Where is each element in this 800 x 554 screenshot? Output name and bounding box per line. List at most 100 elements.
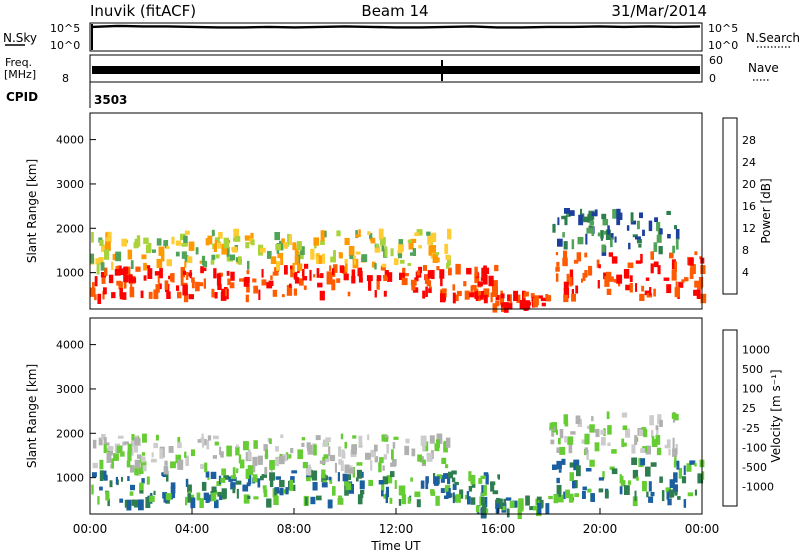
heatmap-cell [232,467,236,478]
heatmap-cell [598,488,604,493]
heatmap-cell [422,290,426,299]
heatmap-cell [337,472,340,482]
heatmap-cell [149,495,155,503]
heatmap-cell [676,460,680,470]
heatmap-cell [310,248,315,260]
heatmap-cell [235,446,240,456]
heatmap-cell [650,263,654,274]
heatmap-cell [635,283,638,292]
xtick-label: 08:00 [277,522,312,536]
heatmap-cell [393,436,399,440]
heatmap-cell [228,476,233,482]
heatmap-cell [123,266,129,275]
colorbar-tick-label: 16 [742,200,756,213]
heatmap-cell [555,429,558,435]
heatmap-cell [477,281,483,287]
heatmap-cell [288,454,292,459]
heatmap-cell [226,256,230,262]
heatmap-cell [639,212,643,219]
heatmap-cell [426,452,433,462]
heatmap-cell [654,217,658,222]
heatmap-cell [382,476,388,485]
heatmap-cell [601,213,607,220]
heatmap-cell [230,271,235,281]
heatmap-cell [269,478,274,488]
heatmap-cell [184,451,187,458]
heatmap-cell [561,215,566,220]
heatmap-cell [232,487,236,494]
heatmap-cell [351,444,357,455]
heatmap-cell [526,300,531,309]
heatmap-cell [121,238,127,247]
heatmap-cell [298,278,304,286]
heatmap-cell [435,252,440,256]
heatmap-cell [146,476,150,485]
heatmap-cell [355,234,359,238]
heatmap-cell [368,279,372,291]
heatmap-cell [277,252,284,259]
heatmap-cell [385,492,388,504]
heatmap-cell [503,498,506,505]
colorbar-tick-label: 20 [742,178,756,191]
heatmap-cell [219,495,223,501]
heatmap-cell [658,246,663,255]
heatmap-cell [197,439,201,443]
heatmap-cell [589,220,595,226]
heatmap-cell [341,452,346,459]
heatmap-cell [123,441,129,445]
heatmap-cell [200,464,206,469]
heatmap-cell [451,470,457,475]
heatmap-cell [416,270,420,276]
heatmap-cell [455,494,461,503]
heatmap-cell [367,231,371,235]
heatmap-cell [115,476,118,485]
heatmap-cell [246,270,250,275]
heatmap-cell [573,480,578,489]
heatmap-cell [425,478,429,490]
heatmap-cell [187,484,192,493]
heatmap-cell [500,293,505,299]
heatmap-cell [475,295,479,300]
heatmap-cell [495,300,500,307]
heatmap-cell [597,232,602,237]
freq-ytick: 8 [62,72,69,85]
heatmap-cell [648,220,653,232]
xtick-label: 20:00 [583,522,618,536]
heatmap-cell [120,451,125,457]
heatmap-cell [98,437,103,446]
heatmap-cell [151,452,154,458]
heatmap-cell [340,433,344,440]
heatmap-cell [551,432,555,437]
heatmap-cell [549,422,555,430]
heatmap-cell [229,254,235,261]
heatmap-cell [480,277,484,281]
heatmap-cell [155,434,159,441]
heatmap-cell [448,267,452,276]
heatmap-cell [342,266,348,274]
heatmap-cell [694,463,697,467]
heatmap-cell [427,270,432,279]
heatmap-cell [159,268,163,279]
heatmap-cell [484,496,488,507]
heatmap-cell [246,283,250,293]
heatmap-cell [170,273,174,282]
heatmap-cell [632,469,639,479]
heatmap-cell [608,233,614,240]
heatmap-cell [666,210,671,215]
heatmap-cell [664,444,670,449]
heatmap-cell [320,273,324,279]
heatmap-cell [381,263,387,268]
heatmap-cell [422,459,426,465]
heatmap-cell [195,247,199,255]
heatmap-cell [312,482,318,491]
heatmap-cell [154,271,161,276]
heatmap-cell [665,487,671,492]
nsky-series-line [91,24,701,29]
heatmap-cell [490,484,495,492]
colorbar-tick-label: -100 [742,441,767,454]
heatmap-cell [591,225,594,236]
heatmap-cell [148,242,152,252]
ytick-label: 4000 [56,134,84,147]
heatmap-cell [645,277,650,281]
heatmap-cell [272,271,279,276]
